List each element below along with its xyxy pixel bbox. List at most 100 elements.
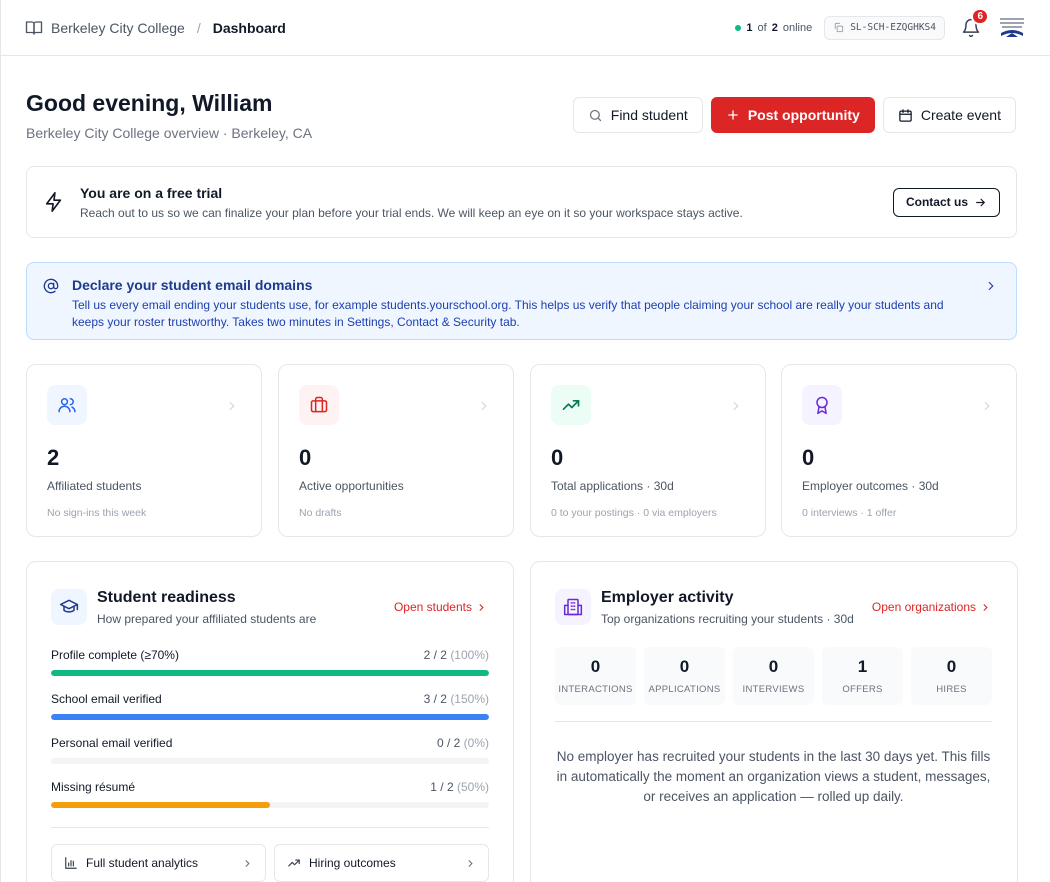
breadcrumb: Berkeley City College / Dashboard [25, 19, 286, 37]
lightning-icon [45, 192, 62, 212]
panel-icon-box [555, 589, 591, 625]
employer-kpis: 0 INTERACTIONS 0 APPLICATIONS 0 INTERVIEWS … [555, 647, 992, 705]
open-students-link[interactable]: Open students [394, 600, 487, 614]
stat-icon-box [802, 385, 842, 425]
award-icon [816, 396, 828, 415]
chevron-right-icon [468, 859, 473, 867]
stat-label: Employer outcomes · 30d [802, 479, 939, 493]
progress-track [51, 714, 489, 720]
bell-icon [962, 18, 980, 37]
readiness-metric-school-email: School email verified 3 / 2 (150%) [51, 692, 489, 720]
school-logo[interactable] [997, 13, 1027, 43]
stat-card-students[interactable]: 2 Affiliated students No sign-ins this w… [26, 364, 262, 537]
kpi-label: APPLICATIONS [648, 684, 721, 695]
notifications-button[interactable]: 6 [957, 7, 989, 42]
stat-card-applications[interactable]: 0 Total applications · 30d 0 to your pos… [530, 364, 766, 537]
employer-activity-panel: Employer activity Top organizations recr… [530, 561, 1018, 882]
find-student-label: Find student [610, 107, 688, 123]
create-event-button[interactable]: Create event [882, 97, 1016, 133]
stat-sublabel: 0 interviews · 1 offer [802, 507, 897, 519]
breadcrumb-separator: / [196, 19, 201, 36]
stat-value: 0 [551, 445, 564, 470]
hiring-outcomes-label: Hiring outcomes [309, 856, 396, 870]
readiness-metric-profile: Profile complete (≥70%) 2 / 2 (100%) [51, 648, 489, 676]
kpi-offers: 1 OFFERS [822, 647, 903, 705]
header-actions: Find student Post opportunity Create eve… [572, 97, 1016, 133]
stat-card-opportunities[interactable]: 0 Active opportunities No drafts [278, 364, 514, 537]
metric-label: Personal email verified [51, 736, 173, 750]
search-icon [589, 109, 601, 121]
free-trial-card: You are on a free trial Reach out to us … [26, 166, 1017, 238]
kpi-hires: 0 HIRES [911, 647, 992, 705]
online-total: 2 [771, 21, 778, 34]
metric-label: Missing résumé [51, 780, 136, 794]
kpi-value: 0 [679, 657, 690, 676]
stat-label: Affiliated students [47, 479, 142, 493]
chevron-right-icon [479, 603, 484, 611]
employer-subtitle: Top organizations recruiting your studen… [601, 612, 854, 626]
school-crest-icon [1000, 17, 1024, 37]
metric-count: 3 / 2 [423, 692, 447, 706]
contact-us-button[interactable]: Contact us [892, 187, 1000, 217]
breadcrumb-current: Dashboard [212, 19, 286, 36]
online-dot [735, 24, 742, 31]
find-student-button[interactable]: Find student [572, 97, 703, 133]
chevron-right-icon [245, 859, 250, 867]
building-icon [563, 598, 583, 616]
graduation-cap-icon [59, 599, 79, 613]
online-of: of [757, 21, 767, 34]
chevron-right-icon [229, 401, 235, 411]
readiness-title: Student readiness [97, 589, 236, 606]
online-indicator: 1 of 2 online [735, 22, 812, 34]
progress-track [51, 670, 489, 676]
page-header: Good evening, William Berkeley City Coll… [26, 90, 312, 141]
page-title: Good evening, William [26, 90, 273, 116]
kpi-label: INTERVIEWS [742, 684, 805, 695]
progress-fill [51, 802, 270, 808]
stat-label: Total applications · 30d [551, 479, 674, 493]
bar-chart-icon [65, 857, 77, 869]
stat-value: 2 [47, 445, 60, 470]
metric-label: School email verified [51, 692, 162, 706]
top-bar: Berkeley City College / Dashboard 1 of 2… [1, 0, 1050, 56]
breadcrumb-school[interactable]: Berkeley City College [51, 19, 185, 36]
stat-sublabel: 0 to your postings · 0 via employers [551, 507, 717, 519]
stat-card-outcomes[interactable]: 0 Employer outcomes · 30d 0 interviews ·… [781, 364, 1017, 537]
kpi-label: OFFERS [842, 684, 883, 695]
stat-value: 0 [802, 445, 815, 470]
progress-fill [51, 670, 489, 676]
open-organizations-label: Open organizations [871, 600, 976, 614]
kpi-value: 0 [946, 657, 957, 676]
progress-track [51, 802, 489, 808]
briefcase-icon [310, 396, 328, 413]
kpi-interactions: 0 INTERACTIONS [555, 647, 636, 705]
employer-empty-state: No employer has recruited your students … [556, 749, 991, 804]
at-sign-icon [43, 278, 59, 294]
full-student-analytics-button[interactable]: Full student analytics [51, 844, 266, 882]
metric-count: 2 / 2 [423, 648, 447, 662]
hiring-outcomes-button[interactable]: Hiring outcomes [274, 844, 489, 882]
metric-label: Profile complete (≥70%) [51, 648, 179, 662]
online-label: online [782, 21, 813, 34]
trending-up-icon [288, 859, 300, 867]
open-organizations-link[interactable]: Open organizations [872, 600, 991, 614]
school-code-copy[interactable]: SL-SCH-EZQGHKS4 [824, 15, 945, 40]
school-code: SL-SCH-EZQGHKS4 [850, 22, 936, 33]
stat-label: Active opportunities [299, 479, 404, 493]
chevron-right-icon [481, 401, 487, 411]
post-opportunity-button[interactable]: Post opportunity [710, 97, 875, 133]
kpi-value: 0 [590, 657, 601, 676]
email-domains-banner[interactable]: Declare your student email domains Tell … [26, 262, 1017, 340]
contact-us-label: Contact us [905, 195, 968, 209]
student-readiness-panel: Student readiness How prepared your affi… [26, 561, 514, 882]
stat-sublabel: No drafts [299, 507, 342, 519]
plus-icon [728, 110, 738, 120]
divider [51, 827, 489, 828]
chevron-right-icon [984, 401, 990, 411]
metric-count: 0 / 2 [436, 736, 461, 750]
trial-description: Reach out to us so we can finalize your … [80, 205, 743, 220]
employer-title: Employer activity [601, 589, 734, 606]
copy-icon [835, 22, 844, 33]
kpi-label: HIRES [936, 684, 967, 695]
